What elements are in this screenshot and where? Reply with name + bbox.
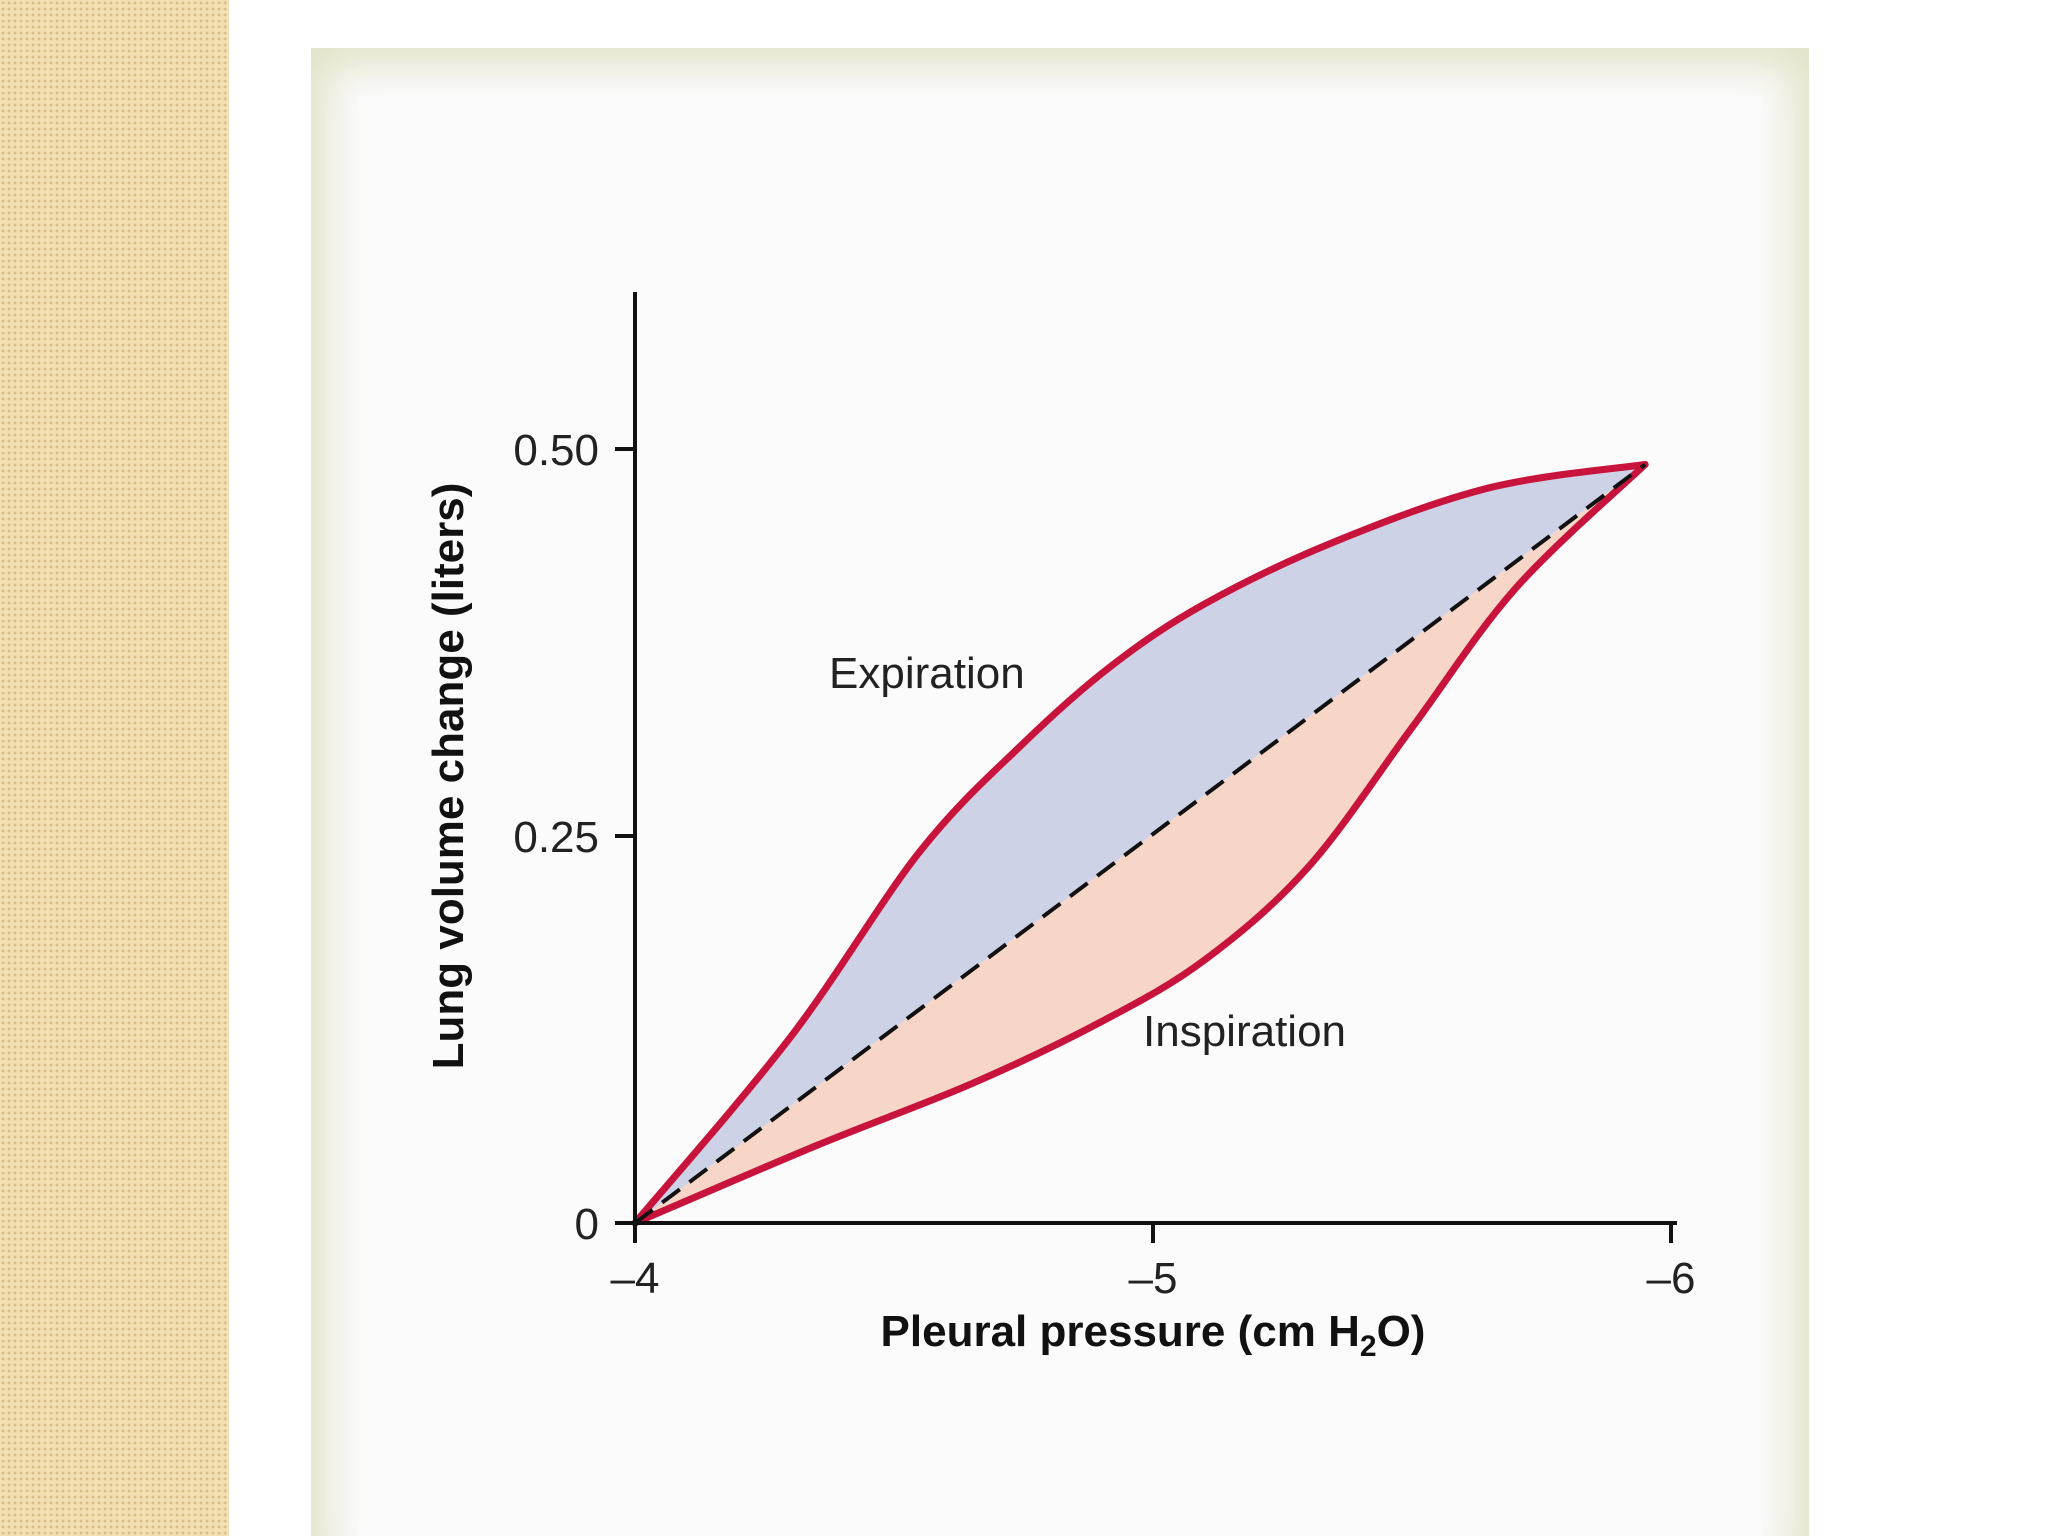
y-tick-label: 0.50 xyxy=(513,426,599,475)
x-axis-title-end: O) xyxy=(1377,1307,1426,1356)
x-axis-title-main: Pleural pressure (cm H xyxy=(881,1307,1360,1356)
y-axis-title: Lung volume change (liters) xyxy=(424,483,473,1070)
inspiration-label: Inspiration xyxy=(1143,1007,1346,1056)
curves xyxy=(631,460,1649,1227)
labels: –4 –5 –6 0 0.25 0.50 Pleural pressure (cm H2O)… xyxy=(424,426,1695,1363)
y-tick-label: 0.25 xyxy=(513,813,599,862)
x-tick-label: –5 xyxy=(1129,1254,1178,1303)
expiration-label: Expiration xyxy=(829,649,1025,698)
x-tick-label: –4 xyxy=(611,1254,660,1303)
reference-dashed-line xyxy=(633,462,1647,1225)
decorative-sidebar-strip xyxy=(0,0,229,1536)
x-axis-title-subscript: 2 xyxy=(1360,1330,1377,1363)
inspiration-curve xyxy=(631,460,1649,1227)
x-axis-title: Pleural pressure (cm H2O) xyxy=(881,1307,1426,1363)
x-tick-label: –6 xyxy=(1647,1254,1696,1303)
figure-background: –4 –5 –6 0 0.25 0.50 Pleural pressure (cm H2O)… xyxy=(359,96,1761,1536)
axes xyxy=(615,292,1677,1243)
y-tick-label: 0 xyxy=(575,1200,599,1249)
chart-svg: –4 –5 –6 0 0.25 0.50 Pleural pressure (cm H2O)… xyxy=(424,292,1695,1363)
expiration-curve xyxy=(631,460,1649,1227)
figure-frame: –4 –5 –6 0 0.25 0.50 Pleural pressure (cm H2O)… xyxy=(311,48,1809,1536)
